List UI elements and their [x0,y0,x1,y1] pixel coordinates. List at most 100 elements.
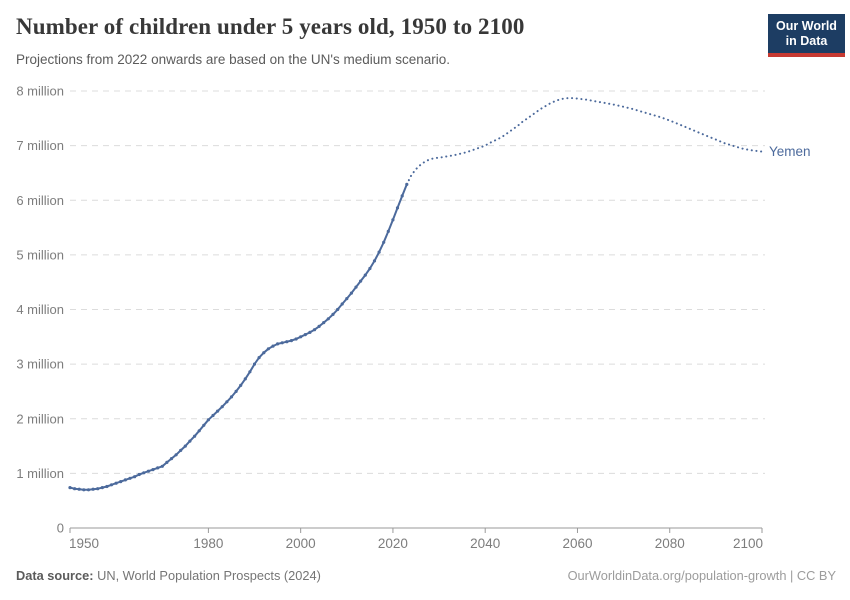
data-point [169,457,174,461]
data-point [280,341,284,345]
data-point [96,487,100,491]
data-point [359,279,363,283]
y-tick-label: 4 million [16,302,64,317]
data-point [262,351,266,355]
data-point [137,472,141,477]
data-point [382,240,386,244]
x-tick-label: 2100 [733,536,763,551]
y-tick-label: 7 million [16,138,64,153]
data-point [276,342,280,346]
data-source-note: Data source: UN, World Population Prospe… [16,568,321,583]
data-point [252,362,257,366]
data-point [174,453,178,457]
x-tick-label: 2000 [286,536,316,551]
data-point [266,347,270,351]
data-point [400,194,404,198]
data-point [151,468,155,472]
data-point [257,356,261,360]
page-title: Number of children under 5 years old, 19… [16,14,525,39]
data-point [91,487,95,491]
data-point [340,302,344,306]
data-point [363,273,367,277]
data-point [285,340,289,344]
y-tick-label: 0 [57,521,64,536]
data-point [188,439,192,443]
data-point [239,383,243,387]
chart-footer: Data source: UN, World Population Prospe… [16,568,836,583]
owid-logo[interactable]: Our World in Data [768,14,845,57]
data-point [142,471,146,475]
series-line-solid [69,183,408,491]
data-point [234,389,238,393]
data-point [202,423,206,427]
data-point [368,266,372,271]
data-point [308,330,312,334]
owid-url-license[interactable]: OurWorldinData.org/population-growth | C… [567,568,836,583]
data-point [105,484,109,489]
data-point [156,466,160,470]
data-point [395,206,400,210]
data-point [354,285,358,289]
y-tick-label: 5 million [16,247,64,262]
data-point [345,297,349,301]
x-tick-label: 1980 [193,536,223,551]
data-source-label: Data source: [16,568,94,583]
chart-subtitle: Projections from 2022 onwards are based … [16,52,451,67]
x-tick-label: 2080 [655,536,685,551]
data-point [243,377,247,381]
data-point [193,434,197,438]
data-point [206,418,210,422]
data-point [133,475,137,479]
data-point [229,395,234,399]
y-tick-label: 1 million [16,466,64,481]
data-point [303,333,307,337]
data-point [119,480,123,484]
data-point [289,339,293,343]
data-point [372,259,377,263]
data-point [128,476,132,480]
x-tick-label: 2020 [378,536,408,551]
data-point [211,413,215,418]
data-point [100,486,104,490]
data-point [322,321,326,325]
data-point [82,488,86,492]
data-point [271,344,275,348]
data-point [179,448,183,452]
owid-logo-text: Our World in Data [776,18,837,48]
data-point [77,487,81,491]
data-point [326,317,330,321]
data-point [183,444,187,448]
y-tick-label: 8 million [16,84,64,99]
data-point [336,307,340,312]
data-point [248,370,252,374]
y-tick-label: 2 million [16,411,64,426]
data-point [216,409,220,413]
data-point [299,335,303,339]
data-point [197,429,201,433]
data-point [317,324,321,328]
data-point [109,483,114,487]
x-tick-label: 1950 [69,536,99,551]
data-point [225,400,229,404]
data-point [349,291,353,295]
data-point [220,405,224,409]
y-tick-label: 6 million [16,193,64,208]
series-line-dotted [405,97,763,186]
data-point [146,469,150,473]
data-point [114,481,118,485]
data-point [86,488,91,492]
y-tick-label: 3 million [16,357,64,372]
series-end-label: Yemen [769,144,811,159]
data-point [123,478,127,482]
data-point [377,250,381,254]
x-tick-label: 2040 [470,536,500,551]
data-point [312,328,317,332]
x-tick-label: 2060 [562,536,592,551]
data-point [386,229,390,233]
data-point [68,486,72,490]
data-point [294,337,298,341]
data-point [160,464,164,468]
data-point [73,487,77,491]
